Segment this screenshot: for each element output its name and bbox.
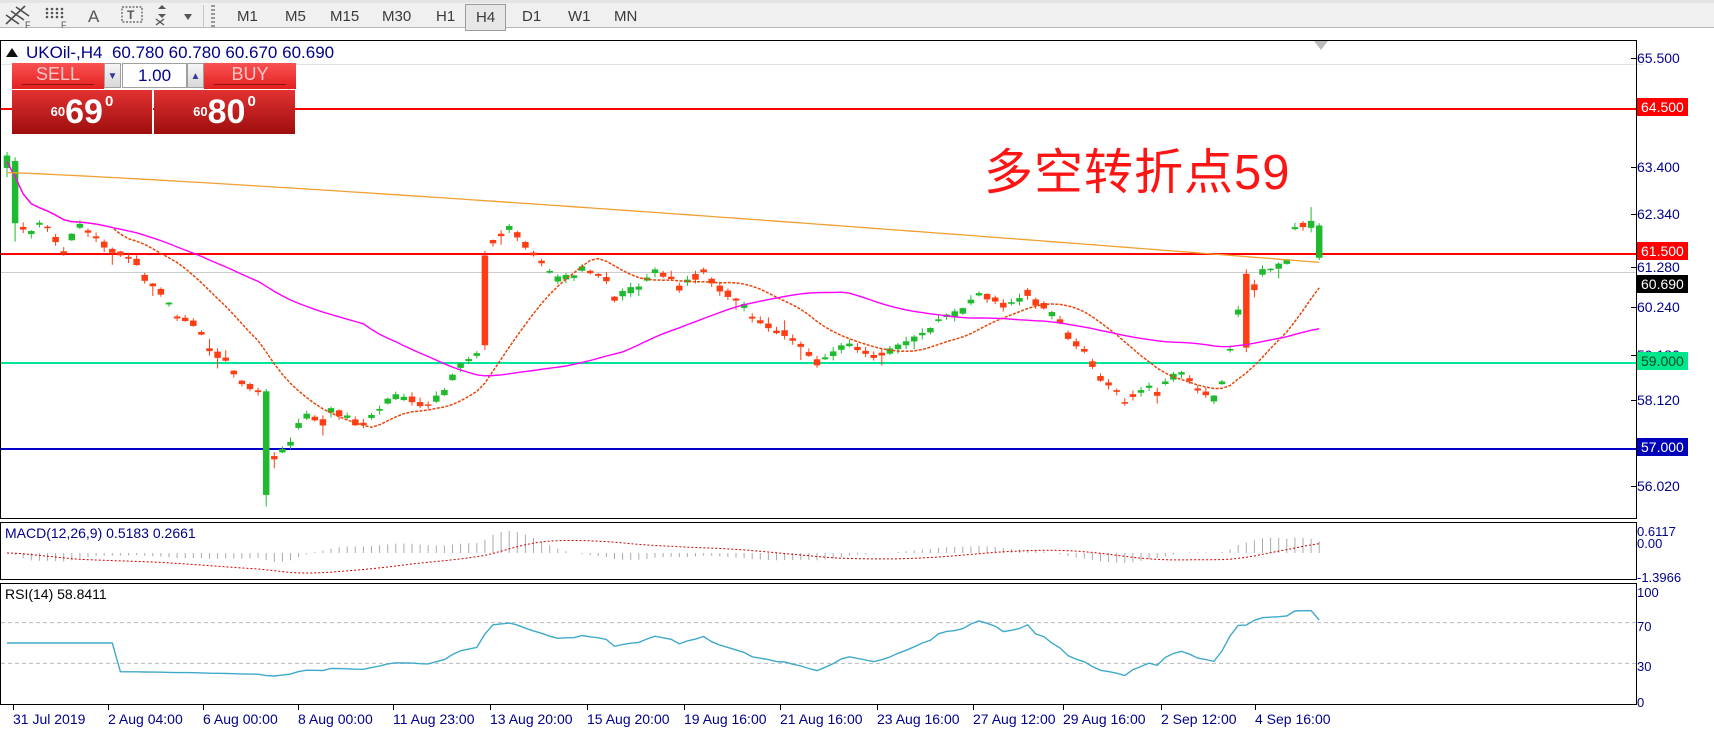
svg-text:T: T bbox=[127, 8, 135, 22]
svg-text:A: A bbox=[88, 7, 100, 26]
